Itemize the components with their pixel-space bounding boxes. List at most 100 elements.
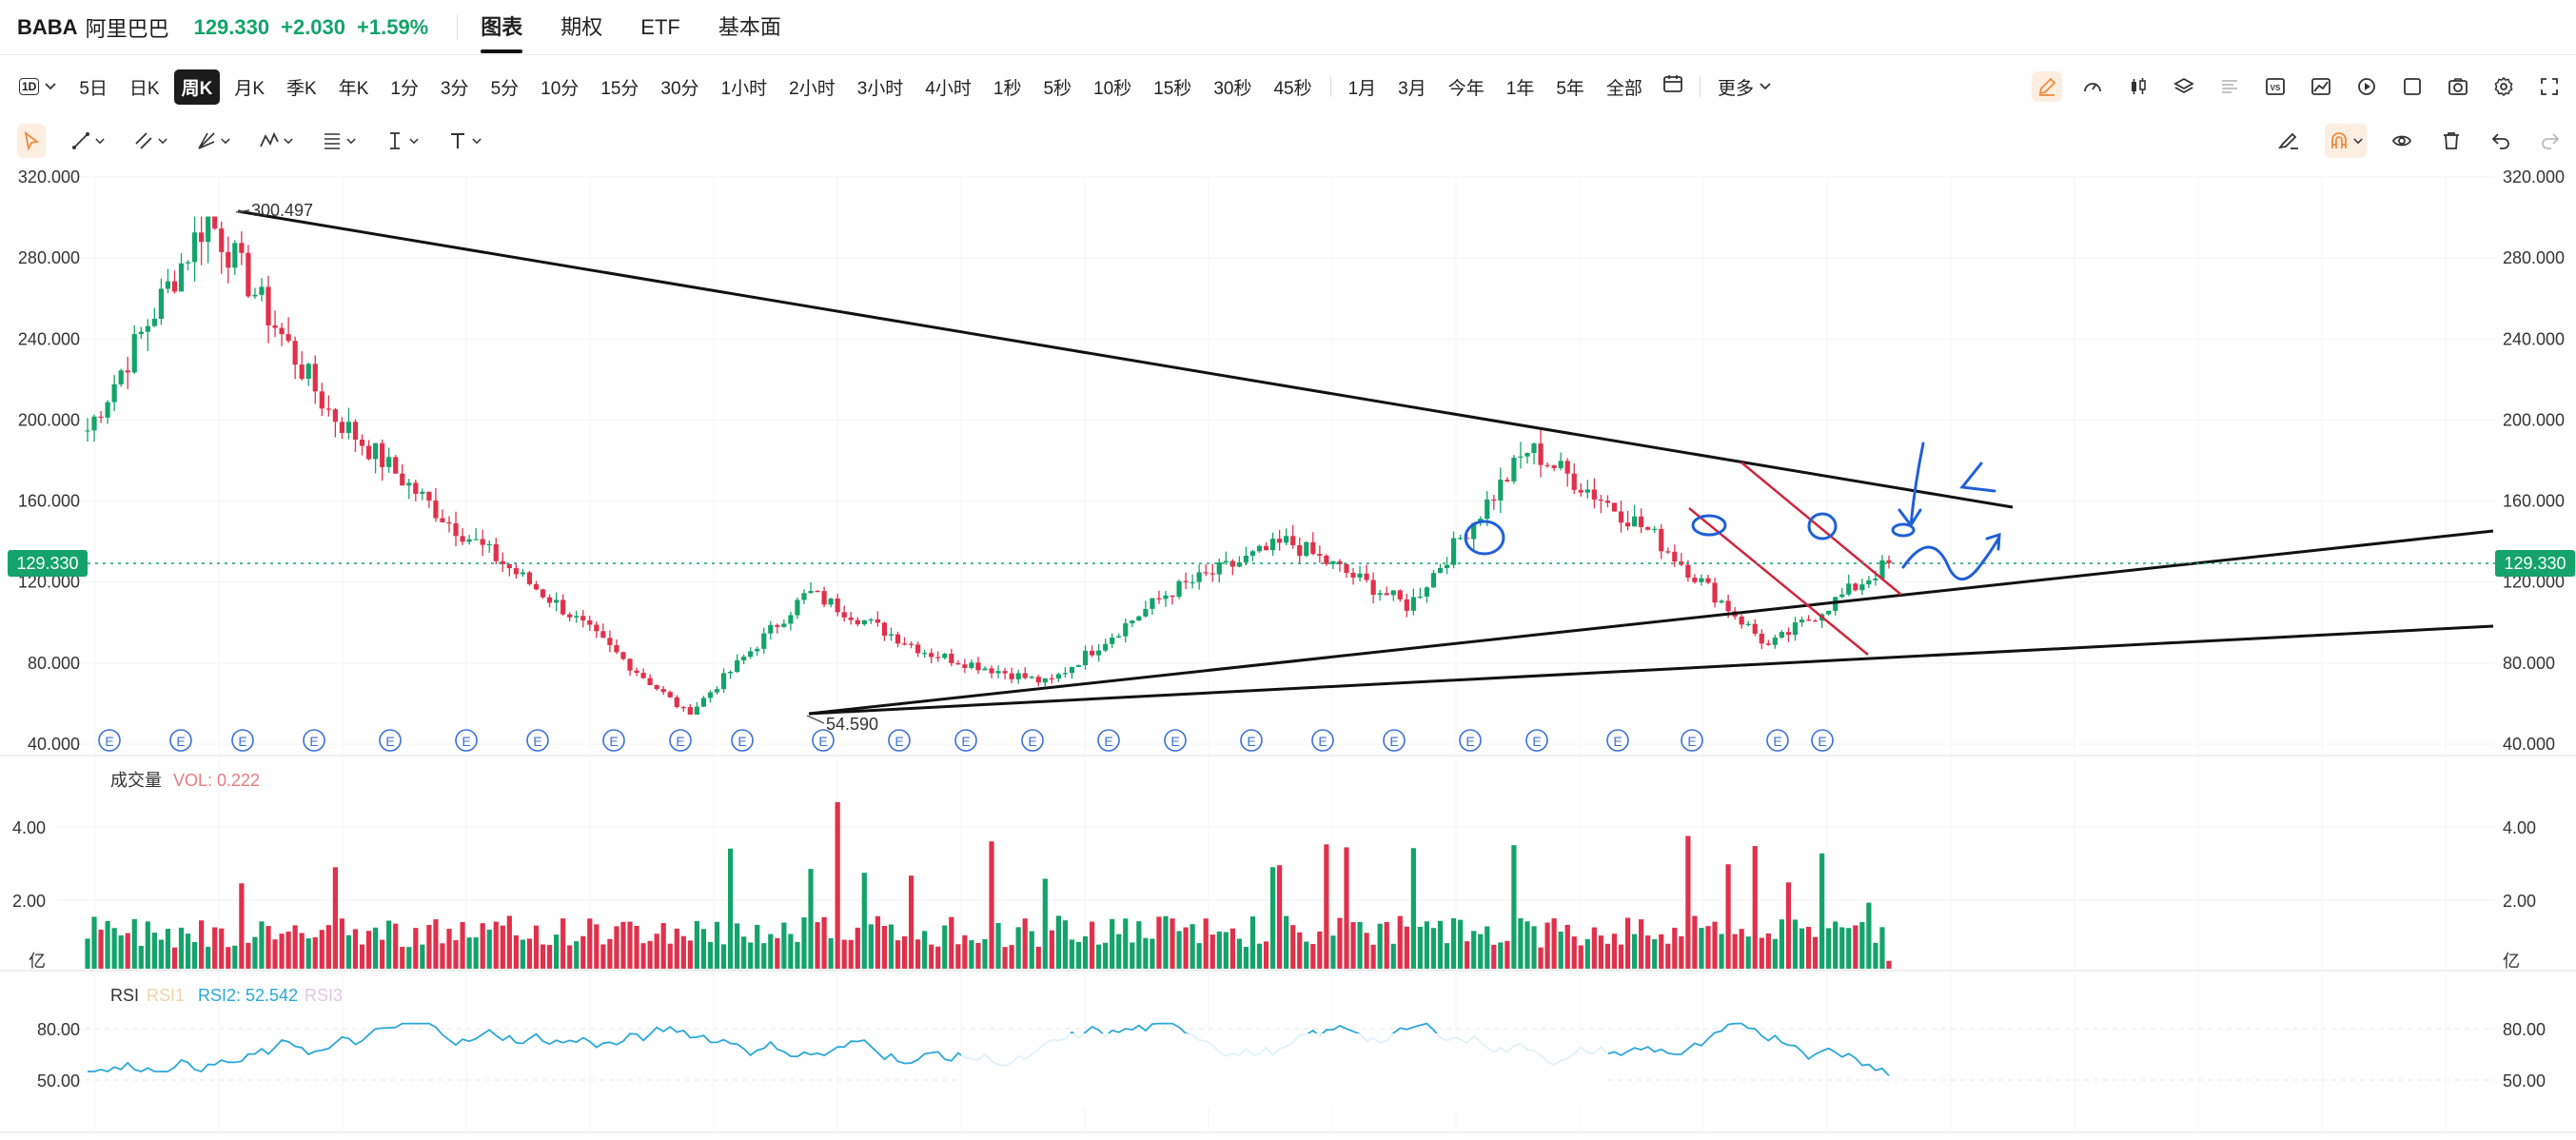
stock-symbol: BABA <box>17 14 78 39</box>
period-15s[interactable]: 15秒 <box>1153 78 1192 99</box>
replay-icon[interactable] <box>2351 71 2382 102</box>
period-4h[interactable]: 4小时 <box>925 78 972 99</box>
measure-tool[interactable] <box>381 124 423 158</box>
volume-bar <box>1859 921 1865 969</box>
period-15m[interactable]: 15分 <box>600 78 639 99</box>
volume-bar <box>111 928 117 969</box>
candle-body <box>1471 522 1477 540</box>
volume-bar <box>1879 927 1885 969</box>
period-2h[interactable]: 2小时 <box>789 78 836 99</box>
volume-bar <box>1337 917 1343 969</box>
tab-options[interactable]: 期权 <box>560 14 603 39</box>
pattern-tool[interactable] <box>255 124 297 158</box>
period-1m[interactable]: 1分 <box>390 78 419 99</box>
camera-icon[interactable] <box>2443 71 2473 102</box>
header-divider <box>457 14 459 40</box>
candle-body <box>1604 501 1611 503</box>
visibility-tool[interactable] <box>2388 124 2416 158</box>
redo-button[interactable] <box>2536 124 2565 158</box>
range-ytd[interactable]: 今年 <box>1447 78 1485 99</box>
period-10m[interactable]: 10分 <box>541 78 580 99</box>
tab-chart[interactable]: 图表 <box>462 0 541 55</box>
range-1-month[interactable]: 1月 <box>1347 78 1377 99</box>
settings-icon[interactable] <box>2488 71 2519 102</box>
period-5d[interactable]: 5日 <box>79 78 108 99</box>
more-menu-label: 更多 <box>1717 78 1754 99</box>
candle-body <box>888 634 895 637</box>
candle-body <box>1833 597 1839 611</box>
volume-bar <box>815 922 820 969</box>
range-all[interactable]: 全部 <box>1605 78 1642 99</box>
speedometer-icon[interactable] <box>2077 71 2108 102</box>
period-1s[interactable]: 1秒 <box>993 78 1022 99</box>
draw-mode-icon[interactable] <box>2032 71 2062 102</box>
candle-body <box>513 568 519 575</box>
range-1-year[interactable]: 1年 <box>1505 78 1535 99</box>
user-trendlines[interactable] <box>237 209 2494 716</box>
volume-series <box>85 801 1892 969</box>
period-5s[interactable]: 5秒 <box>1043 78 1072 99</box>
candle-body <box>1685 564 1691 579</box>
magnet-tool[interactable] <box>2325 124 2367 158</box>
drawing-toolbar <box>0 116 2576 166</box>
pen-brush-tool[interactable] <box>2273 124 2304 158</box>
volume-bar <box>1229 928 1235 969</box>
expand-icon[interactable] <box>2534 71 2565 102</box>
fullscreen-icon[interactable] <box>2397 71 2428 102</box>
volume-bar <box>1317 931 1323 969</box>
interval-selector[interactable]: 1D <box>19 78 56 95</box>
compare-vs-icon[interactable]: VS <box>2260 71 2291 102</box>
cursor-tool[interactable] <box>17 124 46 158</box>
magnet-icon <box>2331 132 2347 148</box>
channel-tool[interactable] <box>129 124 171 158</box>
earnings-event-label: E <box>105 734 113 749</box>
range-5-year[interactable]: 5年 <box>1556 78 1584 99</box>
period-yearly[interactable]: 年K <box>338 78 369 99</box>
calendar-icon[interactable] <box>1657 70 1689 103</box>
align-icon[interactable] <box>2214 71 2245 102</box>
delete-drawings-tool[interactable] <box>2437 124 2466 158</box>
period-30s[interactable]: 30秒 <box>1213 78 1252 99</box>
earnings-event-marker: E <box>1383 729 1406 752</box>
period-30m[interactable]: 30分 <box>660 78 699 99</box>
period-3m[interactable]: 3分 <box>440 78 469 99</box>
candle-body <box>929 653 934 658</box>
rsi-pane-title: RSI <box>110 986 139 1005</box>
pitchfork-tool[interactable] <box>192 124 234 158</box>
candlestick-icon[interactable] <box>2123 71 2153 102</box>
candle-body <box>1639 516 1644 527</box>
volume-bar <box>741 936 747 969</box>
tab-fundamentals[interactable]: 基本面 <box>718 14 781 39</box>
volume-bar <box>660 923 666 969</box>
volume-bar <box>554 934 560 969</box>
more-menu-button[interactable]: 更多 <box>1710 69 1779 105</box>
candle-body <box>1745 623 1751 625</box>
period-quarterly[interactable]: 季K <box>286 78 317 99</box>
volume-bar <box>546 945 553 969</box>
period-monthly[interactable]: 月K <box>234 78 265 99</box>
volume-bar <box>607 938 613 969</box>
period-1h[interactable]: 1小时 <box>720 78 768 99</box>
period-5m[interactable]: 5分 <box>490 78 520 99</box>
undo-button[interactable] <box>2487 124 2515 158</box>
period-weekly[interactable]: 周K <box>173 69 221 105</box>
fibonacci-tool[interactable] <box>318 124 360 158</box>
candle-body <box>567 614 573 618</box>
low-annotation-label: 54.590 <box>826 715 878 734</box>
earnings-event-label: E <box>1247 734 1255 749</box>
last-price: 129.330 <box>193 14 270 39</box>
candle-body <box>426 491 432 501</box>
range-3-month[interactable]: 3月 <box>1398 78 1426 99</box>
layers-icon[interactable] <box>2169 71 2199 102</box>
period-3h[interactable]: 3小时 <box>856 78 904 99</box>
area-chart-icon[interactable] <box>2306 71 2336 102</box>
period-10s[interactable]: 10秒 <box>1093 78 1132 99</box>
text-tool[interactable] <box>443 124 485 158</box>
tab-etf[interactable]: ETF <box>640 14 680 39</box>
trendline-tool[interactable] <box>67 124 108 158</box>
candle-body <box>1082 650 1089 666</box>
period-45s[interactable]: 45秒 <box>1273 78 1312 99</box>
period-daily[interactable]: 日K <box>128 78 160 99</box>
